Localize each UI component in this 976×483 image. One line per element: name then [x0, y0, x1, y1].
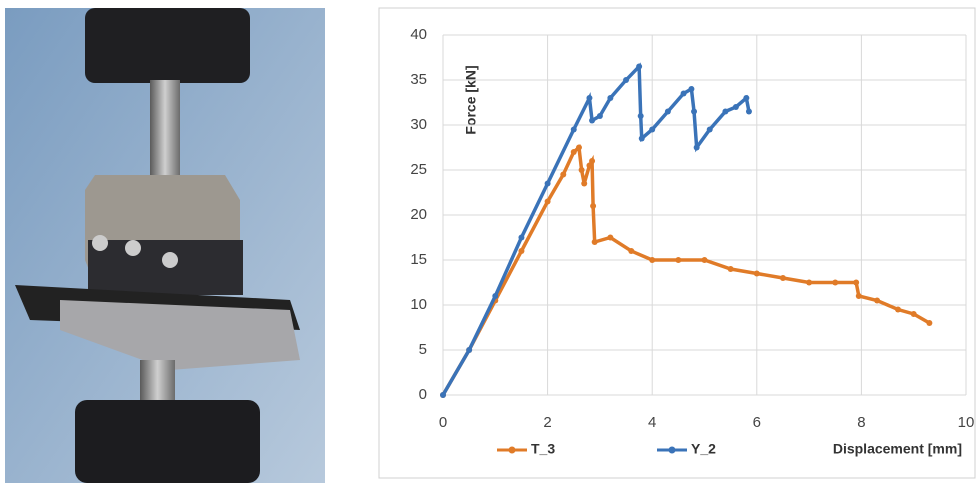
x-axis-label: Displacement [mm] [833, 441, 962, 457]
marker [596, 113, 603, 119]
marker [578, 167, 585, 173]
marker [832, 279, 839, 286]
marker [581, 180, 588, 187]
marker [649, 126, 656, 133]
marker [910, 311, 917, 317]
legend-marker [668, 446, 676, 454]
marker [855, 293, 862, 299]
y-tick-label: 35 [410, 71, 427, 88]
marker [693, 144, 700, 151]
photo [5, 8, 325, 483]
marker [492, 293, 499, 299]
marker [590, 203, 597, 209]
marker [779, 275, 786, 281]
marker [727, 266, 734, 272]
y-tick-label: 25 [410, 161, 427, 178]
marker [607, 95, 614, 101]
marker [745, 108, 752, 115]
x-tick-label: 0 [439, 414, 447, 431]
y-tick-label: 5 [419, 341, 427, 358]
marker [623, 77, 630, 83]
marker [466, 347, 473, 353]
marker [753, 270, 760, 277]
y-tick-label: 20 [410, 206, 427, 223]
x-tick-label: 6 [753, 414, 761, 431]
marker [586, 95, 593, 101]
y-tick-label: 10 [410, 296, 427, 313]
y-axis-label: Force [kN] [463, 65, 479, 134]
x-tick-label: 8 [857, 414, 865, 431]
marker [722, 108, 729, 115]
marker [544, 198, 551, 205]
marker [440, 392, 446, 398]
x-tick-label: 2 [543, 414, 551, 431]
y-tick-label: 0 [419, 386, 427, 403]
marker [628, 248, 635, 254]
marker [806, 279, 813, 286]
y-tick-label: 15 [410, 251, 427, 268]
marker [874, 297, 881, 304]
marker [701, 257, 708, 263]
x-tick-label: 10 [958, 414, 975, 431]
marker [637, 113, 644, 119]
x-tick-label: 4 [648, 414, 656, 431]
marker [518, 234, 525, 241]
marker [688, 86, 695, 92]
y-tick-label: 40 [410, 26, 427, 43]
marker [895, 306, 902, 313]
marker [589, 158, 596, 164]
marker [575, 144, 582, 151]
marker [586, 162, 593, 169]
marker [706, 126, 713, 133]
legend-label: Y_2 [691, 441, 716, 457]
marker [926, 320, 933, 326]
marker [649, 257, 656, 263]
marker [560, 171, 567, 178]
marker [570, 149, 577, 155]
marker [638, 135, 645, 142]
y-tick-label: 30 [410, 116, 427, 133]
marker [518, 248, 525, 254]
marker [591, 239, 598, 245]
marker [589, 117, 596, 124]
marker [607, 234, 614, 241]
marker [675, 257, 682, 263]
marker [732, 104, 739, 110]
chart-frame [378, 7, 976, 479]
marker [664, 108, 671, 115]
marker [544, 180, 551, 187]
marker [680, 90, 687, 97]
marker [636, 63, 643, 70]
marker [743, 95, 750, 101]
legend-label: T_3 [531, 441, 555, 457]
marker [853, 279, 860, 286]
marker [570, 126, 577, 133]
marker [691, 108, 698, 115]
legend-marker [508, 446, 516, 454]
